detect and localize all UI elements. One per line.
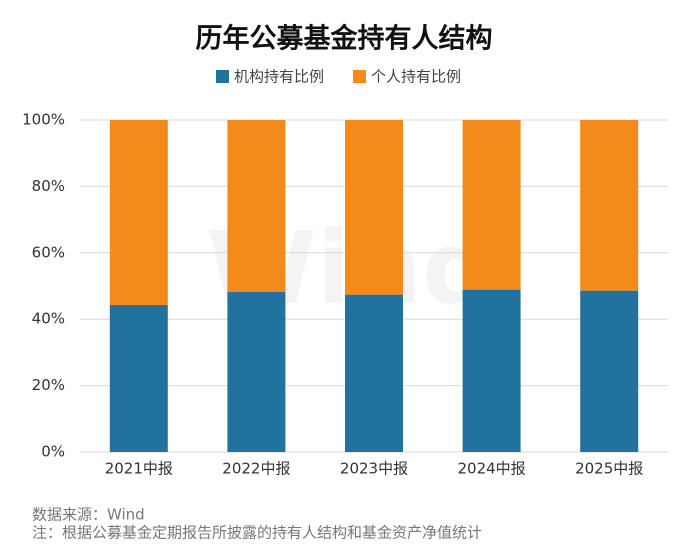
bar-segment — [345, 294, 403, 452]
y-tick-label: 40% — [32, 310, 65, 328]
bar-segment — [580, 120, 639, 291]
bar-segment — [580, 290, 639, 452]
x-tick-label: 2024中报 — [458, 460, 526, 478]
chart-title: 历年公募基金持有人结构 — [196, 23, 493, 55]
x-tick-label: 2023中报 — [340, 460, 408, 478]
bar-segment — [109, 304, 168, 452]
source: 数据来源：Wind — [32, 506, 145, 524]
bar-segment — [462, 120, 521, 290]
legend-swatch — [216, 70, 229, 83]
y-tick-label: 0% — [41, 443, 65, 461]
y-tick-label: 20% — [32, 376, 65, 394]
x-tick-label: 2025中报 — [575, 460, 643, 478]
y-tick-label: 80% — [32, 177, 65, 195]
x-tick-label: 2022中报 — [222, 460, 290, 478]
bar-segment — [345, 120, 403, 295]
y-tick-label: 60% — [32, 243, 65, 261]
legend-label: 机构持有比例 — [234, 68, 324, 86]
bar-segment — [227, 291, 286, 452]
note: 注：根据公募基金定期报告所披露的持有人结构和基金资产净值统计 — [32, 524, 482, 542]
bar-segment — [462, 289, 521, 452]
bar-segment — [227, 120, 286, 292]
legend-label: 个人持有比例 — [371, 68, 461, 86]
legend-swatch — [353, 70, 366, 83]
bar-segment — [109, 120, 168, 305]
y-tick-label: 100% — [22, 111, 65, 129]
x-tick-label: 2021中报 — [105, 460, 173, 478]
